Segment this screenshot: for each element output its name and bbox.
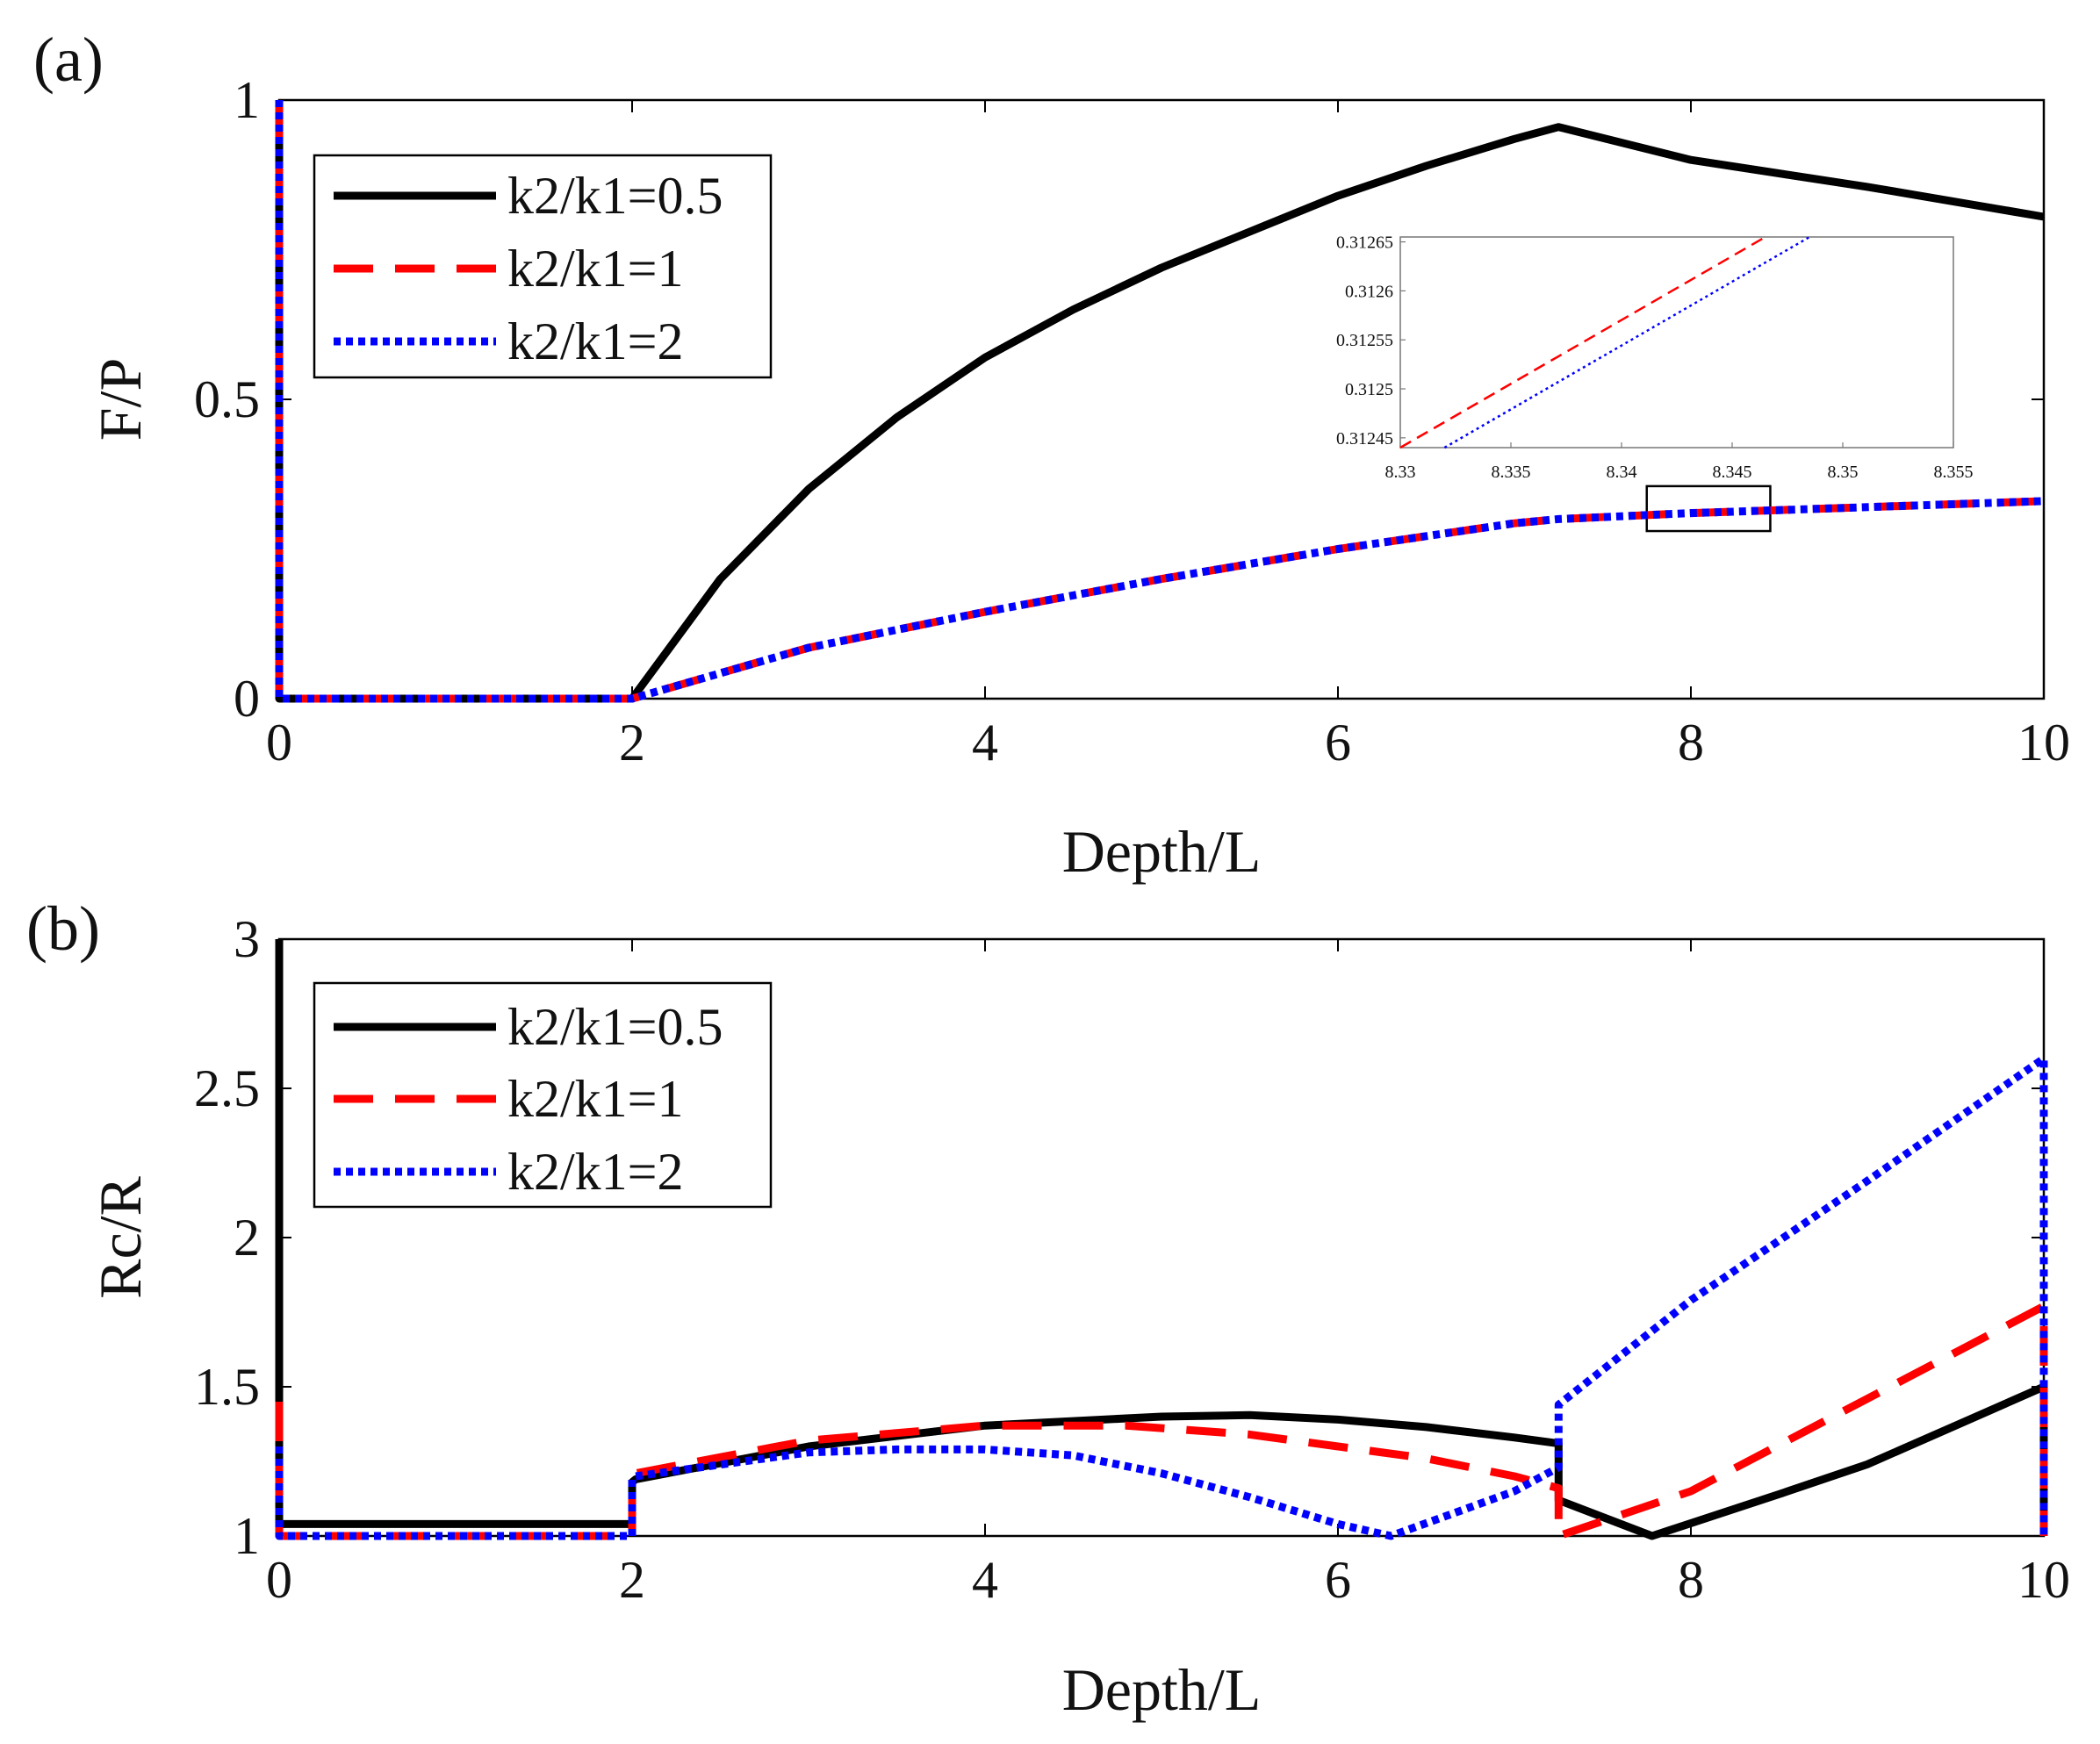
inset-x-tick-label-3: 8.345: [1713, 463, 1752, 482]
x-tick-label-b-1: 2: [619, 1551, 645, 1609]
x-tick-label-b-2: 4: [972, 1551, 998, 1609]
series-a-3: [275, 100, 2045, 703]
plot-a-xlabel: Depth/L: [1062, 818, 1262, 885]
inset-x-tick-label-0: 8.33: [1385, 463, 1416, 482]
y-tick-label-a-1: 0.5: [194, 370, 260, 428]
series-b-3: [275, 1054, 2048, 1540]
plot-b-tick-labels: 0 2 4 6 8 10 1 1.5 2 2.5 3: [194, 910, 2070, 1609]
plot-b-legend: k2/k1=0.5 k2/k1=1 k2/k1=2: [313, 981, 773, 1209]
plot-b-xlabel: Depth/L: [1062, 1656, 1262, 1723]
panel-b: (b) 0 2 4 6 8 10 1 1.5 2 2.5 3 Depth/L Rc/R k2/k1=…: [26, 894, 2070, 1723]
x-tick-label-a-3: 6: [1325, 714, 1351, 772]
inset-ticks: [1399, 240, 1954, 448]
plot-a-series: [275, 100, 2045, 703]
panel-b-label: (b): [26, 894, 100, 964]
series-a-1: [275, 100, 2045, 703]
inset-series: [1399, 235, 1810, 449]
panel-a-label: (a): [33, 25, 104, 95]
inset-y-tick-label-3: 0.3126: [1345, 282, 1393, 301]
x-tick-label-a-5: 10: [2017, 714, 2070, 772]
inset-x-tick-label-2: 8.34: [1607, 463, 1637, 482]
y-tick-label-a-2: 1: [234, 71, 260, 129]
inset-series-2: [1443, 235, 1810, 449]
x-tick-label-b-5: 10: [2017, 1551, 2070, 1609]
inset-y-tick-label-0: 0.31245: [1336, 429, 1393, 449]
y-tick-label-b-4: 3: [234, 910, 260, 968]
inset-frame: [1399, 236, 1954, 449]
series-b-2: [275, 1302, 2048, 1540]
inset-tick-labels: 8.33 8.335 8.34 8.345 8.35 8.355 0.31245 0.3125…: [1336, 233, 1974, 482]
plot-a-ylabel: F/P: [87, 358, 154, 441]
x-tick-label-a-4: 8: [1678, 714, 1704, 772]
y-tick-label-b-0: 1: [234, 1507, 260, 1565]
x-tick-label-a-0: 0: [266, 714, 292, 772]
x-tick-label-a-2: 4: [972, 714, 998, 772]
y-tick-label-b-2: 2: [234, 1209, 260, 1267]
y-tick-label-a-0: 0: [234, 670, 260, 728]
inset-plot: 8.33 8.335 8.34 8.345 8.35 8.355 0.31245 0.3125…: [1336, 233, 1974, 482]
legend-a-label-1: k2/k1=0.5: [507, 167, 723, 225]
x-tick-label-a-1: 2: [619, 714, 645, 772]
inset-x-tick-label-5: 8.355: [1934, 463, 1974, 482]
inset-x-tick-label-1: 8.335: [1492, 463, 1531, 482]
inset-series-1: [1399, 235, 1766, 449]
plot-a-tick-labels: 0 2 4 6 8 10 0 0.5 1: [194, 71, 2070, 772]
legend-b-label-3: k2/k1=2: [507, 1143, 684, 1201]
legend-a-label-2: k2/k1=1: [507, 240, 684, 298]
legend-a-label-3: k2/k1=2: [507, 312, 684, 370]
x-tick-label-b-3: 6: [1325, 1551, 1351, 1609]
plot-b-ylabel: Rc/R: [87, 1175, 154, 1298]
inset-x-tick-label-4: 8.35: [1828, 463, 1859, 482]
y-tick-label-b-3: 2.5: [194, 1059, 260, 1117]
x-tick-label-b-0: 0: [266, 1551, 292, 1609]
legend-b-label-1: k2/k1=0.5: [507, 998, 723, 1056]
plot-b-series: [275, 939, 2048, 1540]
y-tick-label-b-1: 1.5: [194, 1358, 260, 1416]
inset-y-tick-label-2: 0.31255: [1336, 331, 1393, 350]
inset-y-tick-label-4: 0.31265: [1336, 233, 1393, 253]
legend-b-box: [313, 981, 773, 1209]
plot-a-legend: k2/k1=0.5 k2/k1=1 k2/k1=2: [313, 154, 773, 379]
inset-y-tick-label-1: 0.3125: [1345, 380, 1393, 399]
legend-b-label-2: k2/k1=1: [507, 1070, 684, 1128]
x-tick-label-b-4: 8: [1678, 1551, 1704, 1609]
panel-a: (a) 0 2 4 6 8 10 0 0.5 1 Depth/L F/P k2/k1=0.5 k…: [33, 25, 2070, 885]
